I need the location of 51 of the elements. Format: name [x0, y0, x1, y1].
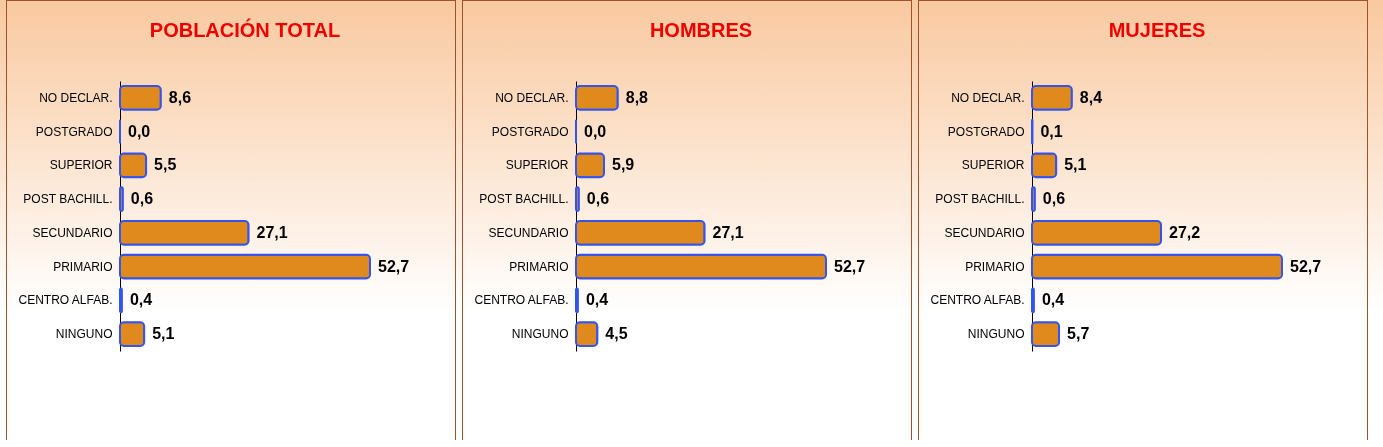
data-label: 8,8	[625, 88, 649, 106]
y-tick-label: SECUNDARIO	[32, 225, 113, 240]
data-label: 5,1	[1064, 156, 1087, 174]
data-label: 0,0	[128, 122, 151, 140]
data-label: 52,7	[378, 257, 410, 275]
chart-title: POBLACIÓN TOTAL	[149, 18, 341, 41]
y-tick-label: SUPERIOR	[49, 158, 113, 173]
y-tick-label: SUPERIOR	[505, 158, 569, 173]
y-tick-label: POSTGRADO	[947, 124, 1025, 139]
data-label: 0,6	[130, 190, 154, 208]
chart-title: HOMBRES	[649, 19, 753, 41]
y-tick-label: POST BACHILL.	[23, 192, 113, 207]
y-tick-label: NO DECLAR.	[495, 90, 569, 105]
y-tick-label: POSTGRADO	[491, 124, 569, 139]
y-tick-label: NINGUNO	[967, 327, 1025, 342]
y-tick-label: PRIMARIO	[509, 259, 569, 274]
data-label: 0,4	[1041, 291, 1065, 309]
y-tick-label: CENTRO ALFAB.	[474, 293, 569, 308]
data-label: 27,1	[256, 223, 288, 241]
data-label: 52,7	[1290, 257, 1322, 275]
chart-title: MUJERES	[1108, 19, 1206, 41]
y-tick-label: POST BACHILL.	[935, 192, 1025, 207]
data-label: 0,6	[1042, 190, 1066, 208]
data-label: 5,5	[154, 156, 177, 174]
y-tick-label: CENTRO ALFAB.	[930, 293, 1025, 308]
data-label: 5,7	[1067, 325, 1090, 343]
data-label: 27,2	[1169, 223, 1201, 241]
y-tick-label: SECUNDARIO	[944, 225, 1025, 240]
data-label: 0,4	[129, 291, 153, 309]
y-tick-label: SUPERIOR	[961, 158, 1025, 173]
y-tick-label: NO DECLAR.	[951, 90, 1025, 105]
y-tick-label: SECUNDARIO	[488, 225, 569, 240]
y-tick-label: PRIMARIO	[53, 259, 113, 274]
y-tick-label: NINGUNO	[511, 327, 569, 342]
data-label: 5,1	[152, 325, 175, 343]
data-label: 0,6	[586, 190, 610, 208]
y-tick-label: CENTRO ALFAB.	[18, 293, 113, 308]
data-label: 4,5	[605, 325, 628, 343]
data-label: 52,7	[834, 257, 866, 275]
data-label: 0,4	[585, 291, 609, 309]
data-label: 0,1	[1040, 122, 1063, 140]
data-label: 0,0	[584, 122, 607, 140]
data-label: 27,1	[712, 223, 744, 241]
y-tick-label: POSTGRADO	[35, 124, 113, 139]
y-tick-label: PRIMARIO	[965, 259, 1025, 274]
data-label: 8,6	[168, 88, 192, 106]
data-label: 8,4	[1079, 88, 1103, 106]
data-label: 5,9	[611, 156, 635, 174]
y-tick-label: NO DECLAR.	[39, 90, 113, 105]
y-tick-label: POST BACHILL.	[479, 192, 569, 207]
y-tick-label: NINGUNO	[55, 327, 113, 342]
